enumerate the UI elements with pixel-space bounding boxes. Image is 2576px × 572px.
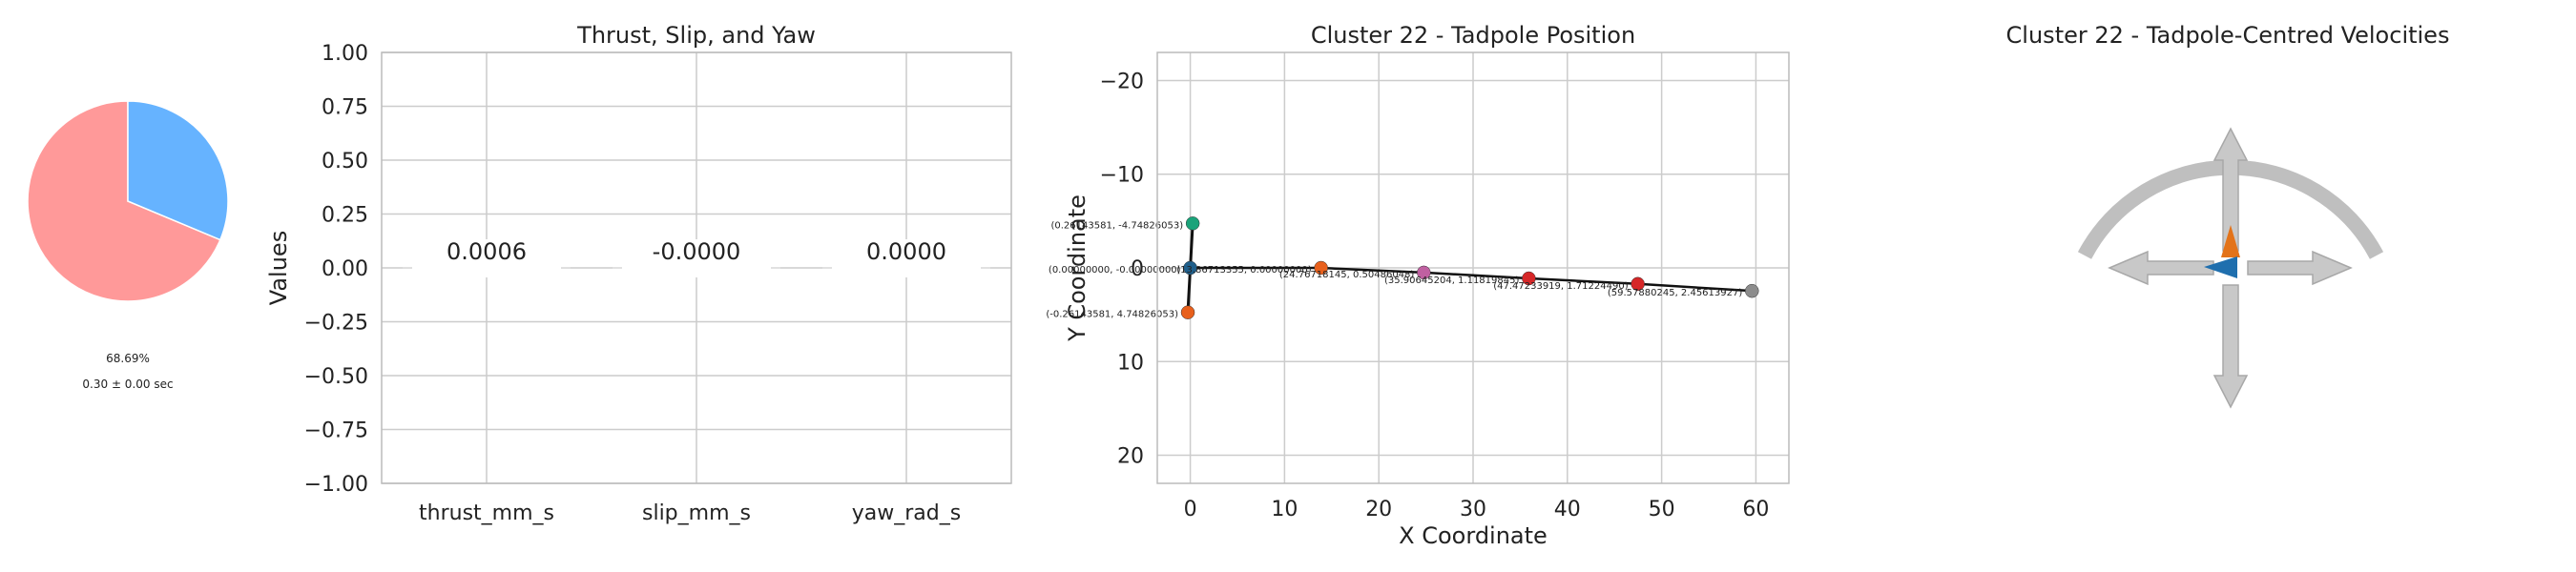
velocity-diagram-panel: Cluster 22 - Tadpole-Centred Velocities	[2006, 22, 2450, 409]
arrow-down-icon	[2212, 284, 2249, 409]
bar-y-tick-label: 0.75	[322, 96, 368, 120]
position-point	[1745, 283, 1759, 298]
arrow-right-icon	[2247, 250, 2353, 286]
bar-x-ticks: thrust_mm_s slip_mm_s yaw_rad_s	[419, 501, 961, 525]
thrust-arrow-icon	[2221, 225, 2240, 257]
position-y-tick-label: 20	[1117, 445, 1144, 469]
bar-y-tick-label: 0.00	[322, 257, 368, 281]
position-point	[1417, 265, 1431, 280]
position-point	[1522, 271, 1536, 286]
bar-chart-panel: Thrust, Slip, and Yaw 1.00 0.75 0.50 0.25 0.…	[265, 22, 1012, 525]
bar-value-label-bg	[832, 239, 981, 277]
bar-y-ticks: 1.00 0.75 0.50 0.25 0.00 −0.25 −0.50 −0.75 −1.00	[304, 42, 368, 497]
position-point	[1180, 305, 1195, 319]
slip-arrow-icon	[2204, 256, 2237, 278]
bar-marks: 0.0006 -0.0000 0.0000	[403, 238, 990, 277]
position-x-tick-label: 10	[1271, 498, 1298, 521]
bar-y-tick-label: −0.25	[304, 312, 368, 336]
bar-value-label-bg	[412, 239, 561, 277]
bar-y-tick-label: −0.50	[304, 365, 368, 389]
position-y-tick-label: 10	[1117, 351, 1144, 375]
bar-y-tick-label: −0.75	[304, 419, 368, 443]
position-point	[1185, 216, 1200, 231]
position-point	[1314, 260, 1328, 276]
position-y-tick-label: 0	[1131, 257, 1144, 281]
position-x-axis-label: X Coordinate	[1399, 522, 1548, 549]
position-point-label: (0.00000000, -0.00000000)	[1049, 265, 1181, 276]
position-point-label: (0.26143581, -4.74826053)	[1050, 220, 1183, 231]
bar-chart-title: Thrust, Slip, and Yaw	[576, 22, 816, 49]
position-point-label: (13.86713355, 0.00000000)	[1176, 265, 1312, 276]
bar-y-tick-label: 1.00	[322, 42, 368, 66]
bar-x-tick-label: yaw_rad_s	[852, 501, 961, 525]
tadpole-tail-line	[1190, 266, 1753, 293]
velocity-diagram-title: Cluster 22 - Tadpole-Centred Velocities	[2006, 22, 2450, 49]
pie-slice	[27, 100, 221, 302]
position-y-axis-label: Y Coordinate	[1064, 194, 1091, 342]
position-point	[1631, 276, 1645, 292]
position-chart-title: Cluster 22 - Tadpole Position	[1311, 22, 1635, 49]
bar-plot-frame	[381, 51, 1012, 484]
pie-panel: 68.69% 0.30 ± 0.00 sec	[27, 100, 229, 391]
position-point-label: (59.57880245, 2.45613927)	[1608, 288, 1743, 298]
position-point-label: (24.76718145, 0.50486048)	[1279, 270, 1415, 280]
bar-value-label: 0.0006	[447, 238, 527, 265]
arrow-left-icon	[2108, 250, 2214, 286]
position-x-ticks: 0 10 20 30 40 50 60	[1184, 498, 1770, 521]
position-points	[1180, 216, 1759, 319]
position-x-tick-label: 20	[1365, 498, 1392, 521]
position-chart-panel: Cluster 22 - Tadpole Position 0 10 20 30 40 5…	[1046, 22, 1790, 549]
position-x-tick-label: 40	[1554, 498, 1581, 521]
position-y-tick-label: −10	[1100, 164, 1144, 188]
position-x-tick-label: 0	[1184, 498, 1197, 521]
bar-y-tick-label: 0.50	[322, 150, 368, 174]
position-x-tick-label: 50	[1649, 498, 1675, 521]
position-point-label: (47.47233919, 1.71224490)	[1493, 281, 1629, 292]
position-point	[1183, 260, 1197, 276]
bar-y-tick-label: 0.25	[322, 204, 368, 228]
bar-x-tick-label: thrust_mm_s	[419, 501, 554, 525]
pie-duration-label: 0.30 ± 0.00 sec	[82, 378, 173, 391]
bar-value-label: -0.0000	[653, 238, 741, 265]
position-point-label: (35.90645204, 1.11819845)	[1384, 276, 1520, 286]
pie-percentage-label: 68.69%	[106, 352, 150, 365]
position-y-tick-label: −20	[1100, 70, 1144, 93]
bar-x-tick-label: slip_mm_s	[642, 501, 751, 525]
position-x-tick-label: 30	[1460, 498, 1486, 521]
bar-value-label: 0.0000	[866, 238, 946, 265]
bar-value-label-bg	[622, 239, 771, 277]
bar-y-axis-label: Values	[265, 231, 292, 305]
position-plot-frame	[1156, 51, 1790, 484]
pie-chart	[27, 100, 229, 302]
position-y-ticks: −20 −10 0 10 20	[1100, 70, 1144, 468]
pie-slice	[127, 100, 229, 241]
bar-y-tick-label: −1.00	[304, 473, 368, 497]
position-point-label: (-0.26143581, 4.74826053)	[1046, 310, 1178, 320]
position-x-tick-label: 60	[1742, 498, 1769, 521]
position-point-labels: (0.26143581, -4.74826053) (0.00000000, -0…	[1046, 220, 1742, 319]
